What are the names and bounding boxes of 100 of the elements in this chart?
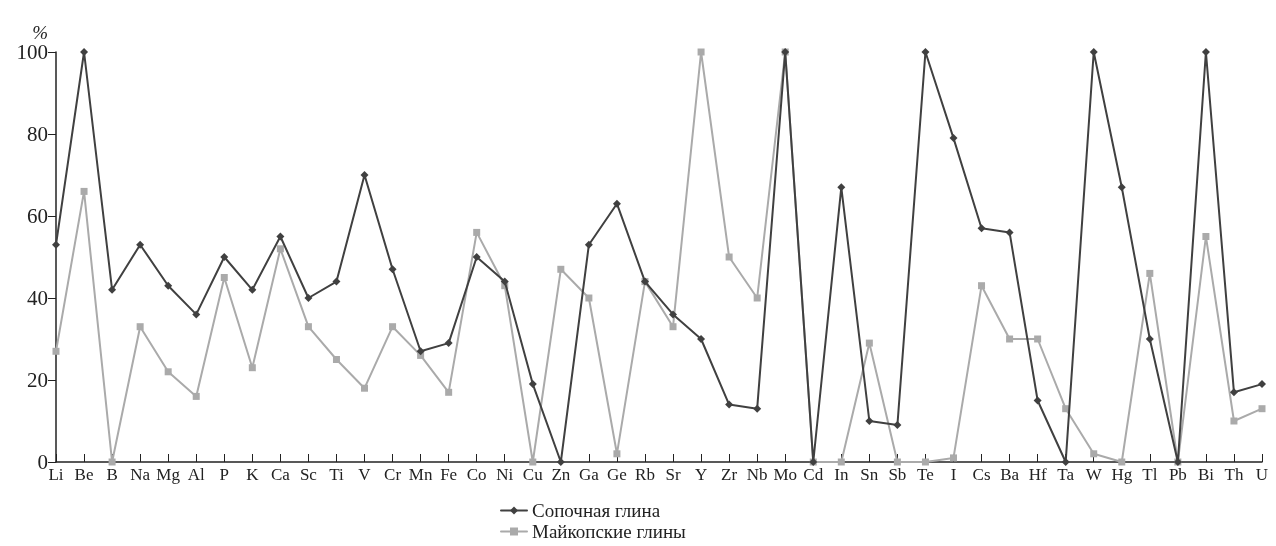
x-tick-label: Th	[1224, 465, 1244, 484]
point	[136, 240, 145, 249]
point	[164, 281, 173, 290]
x-tick-label: Tl	[1142, 465, 1158, 484]
x-tick-label: Co	[466, 465, 487, 484]
x-tick-label: Ge	[607, 465, 627, 484]
point	[697, 48, 705, 56]
point	[248, 285, 257, 294]
point	[1005, 228, 1014, 237]
x-tick-label: Na	[130, 465, 151, 484]
x-tick-label: Ca	[270, 465, 291, 484]
x-tick-label: I	[950, 465, 957, 484]
y-tick-label: 20	[27, 368, 48, 392]
x-tick-label: W	[1085, 465, 1103, 484]
point	[893, 421, 902, 430]
x-tick-label: Hf	[1028, 465, 1047, 484]
point	[304, 323, 312, 331]
point	[192, 392, 200, 400]
x-tick-label: Rb	[635, 465, 655, 484]
point	[389, 323, 397, 331]
point	[837, 183, 846, 192]
x-tick-label: V	[358, 465, 372, 484]
point	[921, 458, 929, 466]
x-tick-label: Sc	[299, 465, 318, 484]
point	[753, 404, 762, 413]
x-tick-label: Zr	[721, 465, 738, 484]
legend-label: Майкопские глины	[532, 521, 687, 542]
x-tick-label: Mg	[156, 465, 181, 484]
point	[332, 277, 341, 286]
legend-label: Сопочная глина	[532, 500, 661, 521]
point	[220, 253, 229, 261]
point	[80, 48, 89, 56]
point	[276, 245, 284, 253]
point	[332, 356, 340, 363]
y-tick-label: 0	[37, 450, 48, 474]
point	[865, 339, 873, 347]
x-tick-label: P	[219, 465, 230, 484]
point	[445, 388, 453, 396]
x-tick-label: Ti	[329, 465, 344, 484]
x-tick-label: B	[106, 465, 118, 484]
point	[1230, 417, 1238, 425]
x-tick-label: Fe	[440, 465, 458, 484]
point	[360, 171, 369, 179]
point	[1229, 388, 1238, 397]
point	[276, 232, 285, 241]
point	[613, 450, 621, 458]
point	[361, 384, 369, 392]
x-tick-label: Zn	[551, 465, 571, 484]
x-tick-label: Cd	[803, 465, 824, 484]
point	[1117, 183, 1126, 192]
y-axis-title: %	[32, 21, 48, 43]
x-tick-label: Ni	[496, 465, 514, 484]
point	[557, 265, 565, 273]
x-tick-label: Mo	[773, 465, 798, 484]
x-tick-label: Al	[187, 465, 206, 484]
point	[1089, 48, 1098, 56]
point	[584, 240, 593, 249]
x-tick-label: Be	[74, 465, 94, 484]
x-tick-label: In	[834, 465, 849, 484]
x-tick-label: Li	[48, 465, 64, 484]
point	[416, 347, 425, 356]
x-tick-label: Te	[917, 465, 934, 484]
x-tick-label: Ga	[578, 465, 600, 484]
point	[837, 458, 845, 466]
y-tick-label: 60	[27, 204, 48, 228]
point	[725, 253, 733, 261]
point	[1034, 335, 1042, 343]
x-tick-label: Sr	[665, 465, 681, 484]
x-tick-label: Cu	[522, 465, 544, 484]
point	[612, 199, 621, 208]
point	[108, 458, 116, 466]
point	[304, 294, 313, 302]
point	[1090, 450, 1098, 458]
point	[248, 364, 256, 372]
point	[556, 458, 565, 466]
x-tick-label: Cs	[972, 465, 991, 484]
point	[500, 277, 509, 286]
x-tick-label: Nb	[746, 465, 768, 484]
point	[164, 368, 172, 376]
y-tick-label: 40	[27, 286, 48, 310]
point	[697, 335, 706, 343]
point	[1145, 335, 1154, 343]
x-tick-label: K	[246, 465, 260, 484]
x-tick-label: Y	[694, 465, 708, 484]
x-tick-label: Bi	[1197, 465, 1215, 484]
point	[669, 310, 678, 319]
point	[108, 285, 117, 294]
x-tick-label: U	[1255, 465, 1269, 484]
point	[52, 240, 60, 249]
point	[80, 187, 88, 195]
point	[529, 458, 537, 466]
point	[472, 253, 481, 261]
point	[1118, 458, 1126, 466]
point	[192, 310, 201, 319]
y-tick-label: 100	[16, 40, 48, 64]
x-tick-label: Cr	[384, 465, 402, 484]
point	[949, 454, 957, 462]
x-tick-label: Ta	[1057, 465, 1075, 484]
point	[1201, 48, 1210, 56]
y-tick-label: 80	[27, 122, 48, 146]
